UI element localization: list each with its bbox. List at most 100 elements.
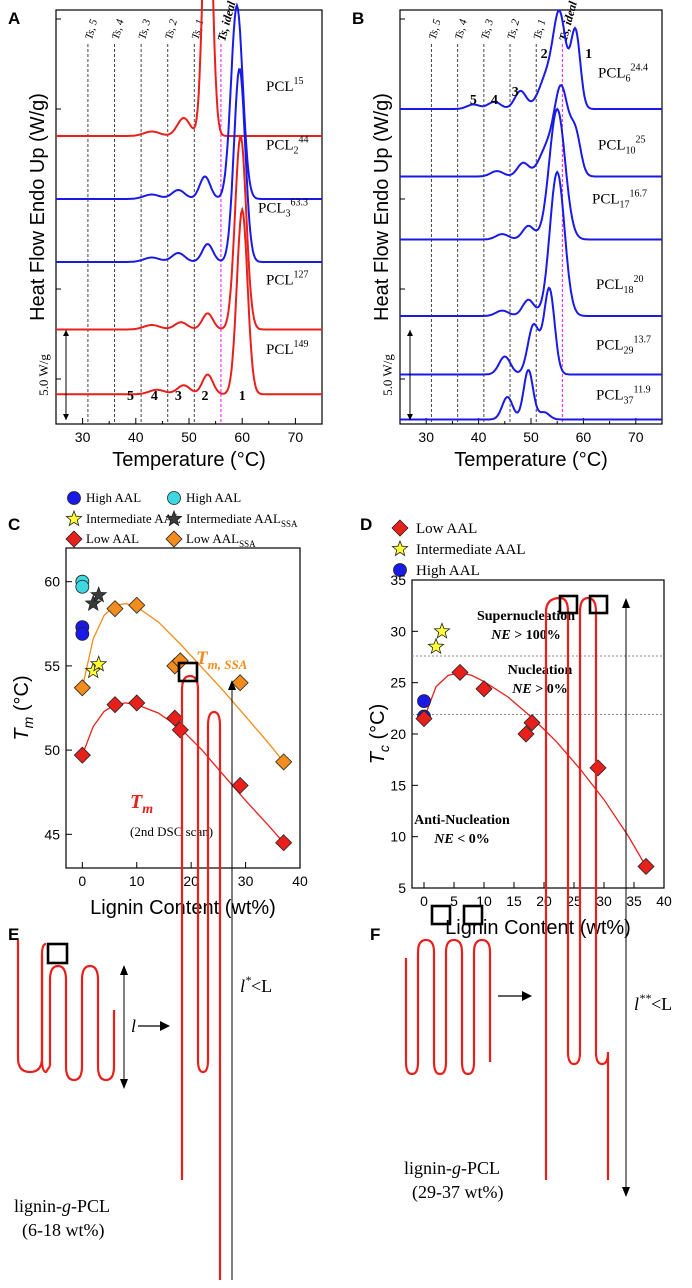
dsc-curve-series-0 (400, 9, 662, 110)
x-tick-label: 0 (78, 873, 86, 889)
series-label-5: PCL3711.9 (596, 385, 651, 407)
chain-fold (404, 938, 492, 1076)
series-label-sup: 24.4 (631, 63, 649, 74)
dsc-curve-series-4 (400, 286, 662, 376)
lignin-square (588, 594, 609, 615)
chain-fold (16, 940, 44, 1074)
x-tick-label: 50 (181, 429, 197, 445)
legend-label: High AAL (416, 563, 480, 579)
y-tick-label: 45 (44, 826, 60, 842)
label-g: g (452, 1158, 461, 1178)
y-tick-label: 20 (390, 726, 406, 742)
x-tick-label: 40 (656, 893, 672, 909)
y-axis-title-part: c (376, 745, 392, 752)
legend-label-text: High AAL (186, 490, 241, 505)
legend-label-text: Intermediate AAL (186, 511, 281, 526)
y-axis-title-part: T (11, 727, 33, 741)
x-tick-label: 40 (128, 429, 144, 445)
chain-fold (544, 596, 610, 1180)
data-point (589, 759, 607, 777)
data-point (417, 694, 431, 709)
x-tick-label: 0 (420, 893, 428, 909)
lstarstar-sup: ** (639, 991, 651, 1005)
series-label-sup: 149 (294, 339, 309, 350)
data-point (106, 696, 124, 714)
series-label-name: PCL (266, 342, 294, 358)
tm-note: (2nd DSC scan) (130, 824, 213, 839)
data-point (415, 710, 433, 728)
series-label-2: PCL363.3 (258, 198, 308, 220)
region-cond: > 0% (532, 682, 568, 697)
fraction-step-label: 4 (491, 93, 498, 108)
fraction-step-label: 4 (151, 389, 158, 404)
panel-b-dsc-chart: 30 40 50 60 70 Temperature (°C) Heat Flow Endo… (371, 0, 663, 471)
legend-marker (165, 509, 183, 527)
dsc-curve-series-1 (400, 84, 662, 178)
x-axis-title: Lignin Content (wt%) (445, 917, 631, 939)
series-label-4: PCL149 (266, 339, 309, 358)
lignin-g-pcl-label-e: lignin-g-PCL (14, 1196, 110, 1216)
x-tick-label: 30 (238, 873, 254, 889)
ts-label: Ts, 5 (83, 17, 100, 40)
series-label-sub: 2 (294, 146, 299, 157)
length-lstar-label: l*<L (240, 973, 272, 996)
y-tick-label: 10 (390, 829, 406, 845)
legend-label: Low AAL (86, 531, 139, 546)
lignin-square (430, 904, 452, 926)
x-axis-title: Temperature (°C) (454, 449, 608, 471)
series-label-sup: 20 (634, 274, 644, 285)
legend-label-text: High AAL (86, 490, 141, 505)
tm-ssa-annotation: Tm, SSA (196, 648, 248, 672)
dsc-curve-series-0 (56, 0, 322, 137)
y-tick-label: 50 (44, 742, 60, 758)
series-label-0: PCL15 (266, 76, 304, 95)
y-tick-label: 60 (44, 574, 60, 590)
label-pcl: -PCL (461, 1158, 500, 1178)
panel-letter-e: E (8, 925, 19, 944)
data-point (75, 579, 90, 594)
legend-label-sub: SSA (281, 519, 298, 529)
series-label-1: PCL1025 (598, 135, 646, 157)
data-point (166, 709, 184, 727)
lstar-cond: <L (251, 976, 272, 996)
x-tick-label: 70 (628, 429, 644, 445)
series-label-name: PCL (598, 66, 626, 82)
tm-ssa-part: T (196, 648, 209, 669)
x-tick-label: 35 (626, 893, 642, 909)
legend-label-text: Low AAL (86, 531, 139, 546)
x-tick-label: 60 (576, 429, 592, 445)
region-cond: < 0% (454, 832, 490, 847)
series-label-sub: 29 (624, 345, 634, 356)
fraction-step-label: 1 (585, 47, 592, 62)
lstar-sup: * (245, 973, 251, 987)
series-label-name: PCL (266, 138, 294, 154)
data-point (451, 663, 469, 681)
region-condition: NE > 100% (490, 628, 560, 643)
region-ne: NE (511, 682, 531, 697)
data-point (427, 637, 445, 655)
dsc-curve-series-2 (56, 68, 322, 263)
ts-label: Ts, 1 (532, 18, 549, 41)
data-point (75, 626, 90, 641)
legend-marker (165, 530, 183, 548)
dsc-curve-series-5 (400, 369, 662, 421)
data-point (73, 679, 91, 697)
series-label-sup: 44 (299, 135, 309, 146)
legend-marker (67, 491, 81, 505)
chain-fold (48, 964, 116, 1082)
lamella-folded-chain (404, 904, 492, 1076)
x-tick-label: 30 (418, 429, 434, 445)
region-condition: NE > 0% (511, 682, 567, 697)
series-label-2: PCL1716.7 (592, 189, 647, 211)
series-label-name: PCL (266, 79, 294, 95)
transform-arrow-head (160, 1021, 170, 1031)
ts-label: Ts, 3 (479, 17, 496, 40)
plot-frame (55, 9, 323, 425)
region-ne: NE (490, 628, 510, 643)
label-pcl: -PCL (71, 1196, 110, 1216)
fraction-step-label: 2 (541, 47, 548, 62)
lignin-square (462, 904, 484, 926)
fraction-step-label: 3 (175, 389, 182, 404)
scale-bar-label: 5.0 W/g (380, 354, 395, 396)
